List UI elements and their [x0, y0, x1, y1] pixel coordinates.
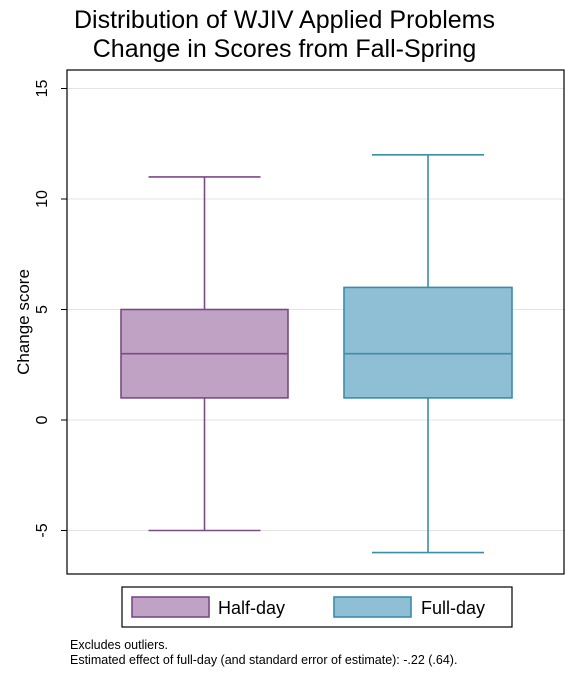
y-axis: -5 0 5 10 15 — [34, 80, 67, 538]
legend-label-full-day: Full-day — [421, 598, 485, 618]
y-axis-label: Change score — [14, 269, 33, 375]
note-estimated-effect: Estimated effect of full-day (and standa… — [70, 653, 458, 667]
legend-swatch-half-day — [131, 596, 210, 618]
box-half-day — [120, 176, 289, 532]
plot-frame — [66, 69, 565, 575]
iqr-box — [343, 286, 513, 399]
box-series — [120, 154, 513, 554]
box-full-day — [343, 154, 513, 554]
y-tick-label-10: 10 — [34, 190, 51, 208]
y-tick-label-5: 5 — [34, 305, 51, 314]
chart-title-line-1: Distribution of WJIV Applied Problems — [73, 6, 495, 34]
y-tick-label--5: -5 — [34, 523, 51, 537]
legend: Half-day Full-day — [121, 586, 513, 628]
chart-title-line-2: Change in Scores from Fall-Spring — [92, 35, 477, 63]
note-excludes-outliers: Excludes outliers. — [70, 638, 168, 652]
legend-swatch-full-day — [333, 596, 412, 618]
legend-label-half-day: Half-day — [218, 598, 285, 618]
y-tick-label-0: 0 — [34, 415, 51, 424]
y-tick-label-15: 15 — [34, 80, 51, 98]
